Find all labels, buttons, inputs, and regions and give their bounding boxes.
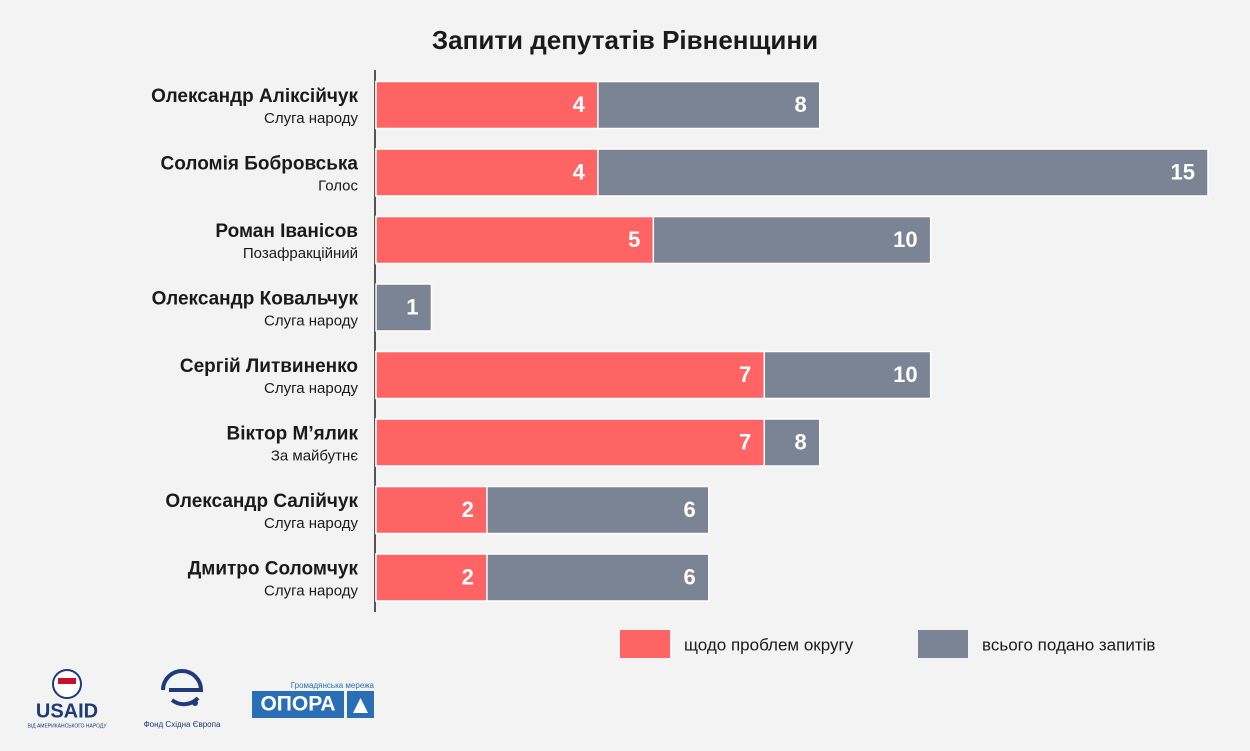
value-label: 10 xyxy=(893,362,917,387)
category-party: Слуга народу xyxy=(264,312,358,329)
category-name: Олександр Аліксійчук xyxy=(151,86,358,107)
bar xyxy=(375,215,655,265)
value-label: 1 xyxy=(406,294,418,319)
value-label: 7 xyxy=(739,429,751,454)
opora-triangle xyxy=(353,698,368,713)
value-label: 10 xyxy=(893,227,917,252)
fund-mark xyxy=(161,669,204,707)
value-label: 15 xyxy=(1171,159,1195,184)
value-label: 2 xyxy=(462,497,474,522)
legend-label: всього подано запитів xyxy=(982,635,1155,654)
usaid-seal-band xyxy=(58,678,76,684)
fund-text: Фонд Східна Європа xyxy=(144,720,221,729)
category-name: Роман Іванісов xyxy=(215,221,358,242)
bar xyxy=(375,283,433,332)
category-name: Сергій Литвиненко xyxy=(180,356,358,377)
usaid-text: USAID xyxy=(36,700,98,722)
category-party: За майбутнє xyxy=(271,447,359,464)
opora-box xyxy=(252,691,344,718)
category-name: Віктор М’ялик xyxy=(226,424,358,445)
legend-swatch xyxy=(620,630,670,658)
opora-top: Громадянська мережа xyxy=(291,681,375,690)
fund-logo: Фонд Східна Європа xyxy=(144,669,221,729)
category-party: Позафракційний xyxy=(243,245,358,262)
category-party: Слуга народу xyxy=(264,515,358,532)
usaid-sub: ВІД АМЕРИКАНСЬКОГО НАРОДУ xyxy=(27,723,107,729)
category-name: Олександр Ковальчук xyxy=(152,289,359,310)
bar xyxy=(375,485,488,535)
bar xyxy=(375,350,766,400)
bar xyxy=(375,80,599,130)
value-label: 6 xyxy=(684,497,696,522)
category-name: Дмитро Соломчук xyxy=(188,559,359,580)
chart-title: Запити депутатів Рівненщини xyxy=(432,25,818,55)
bar xyxy=(375,418,766,467)
category-name: Соломія Бобровська xyxy=(161,154,359,175)
category-party: Слуга народу xyxy=(264,110,358,127)
value-label: 4 xyxy=(573,92,586,117)
opora-logo: Громадянська мережа ОПОРА xyxy=(252,681,375,718)
fund-dot xyxy=(192,700,198,706)
category-name: Олександр Салійчук xyxy=(165,491,358,512)
category-party: Голос xyxy=(318,177,358,194)
value-label: 5 xyxy=(628,227,640,252)
category-party: Слуга народу xyxy=(264,380,358,397)
bar xyxy=(375,148,599,197)
legend-swatch xyxy=(918,630,968,658)
value-label: 8 xyxy=(794,429,806,454)
value-label: 2 xyxy=(462,564,474,589)
value-label: 4 xyxy=(573,159,586,184)
value-label: 8 xyxy=(794,92,806,117)
opora-text: ОПОРА xyxy=(260,693,335,716)
value-label: 7 xyxy=(739,362,751,387)
legend-label: щодо проблем округу xyxy=(684,635,854,654)
category-party: Слуга народу xyxy=(264,582,358,599)
value-label: 6 xyxy=(684,564,696,589)
bar xyxy=(375,553,488,602)
usaid-logo: USAID ВІД АМЕРИКАНСЬКОГО НАРОДУ xyxy=(27,669,107,729)
